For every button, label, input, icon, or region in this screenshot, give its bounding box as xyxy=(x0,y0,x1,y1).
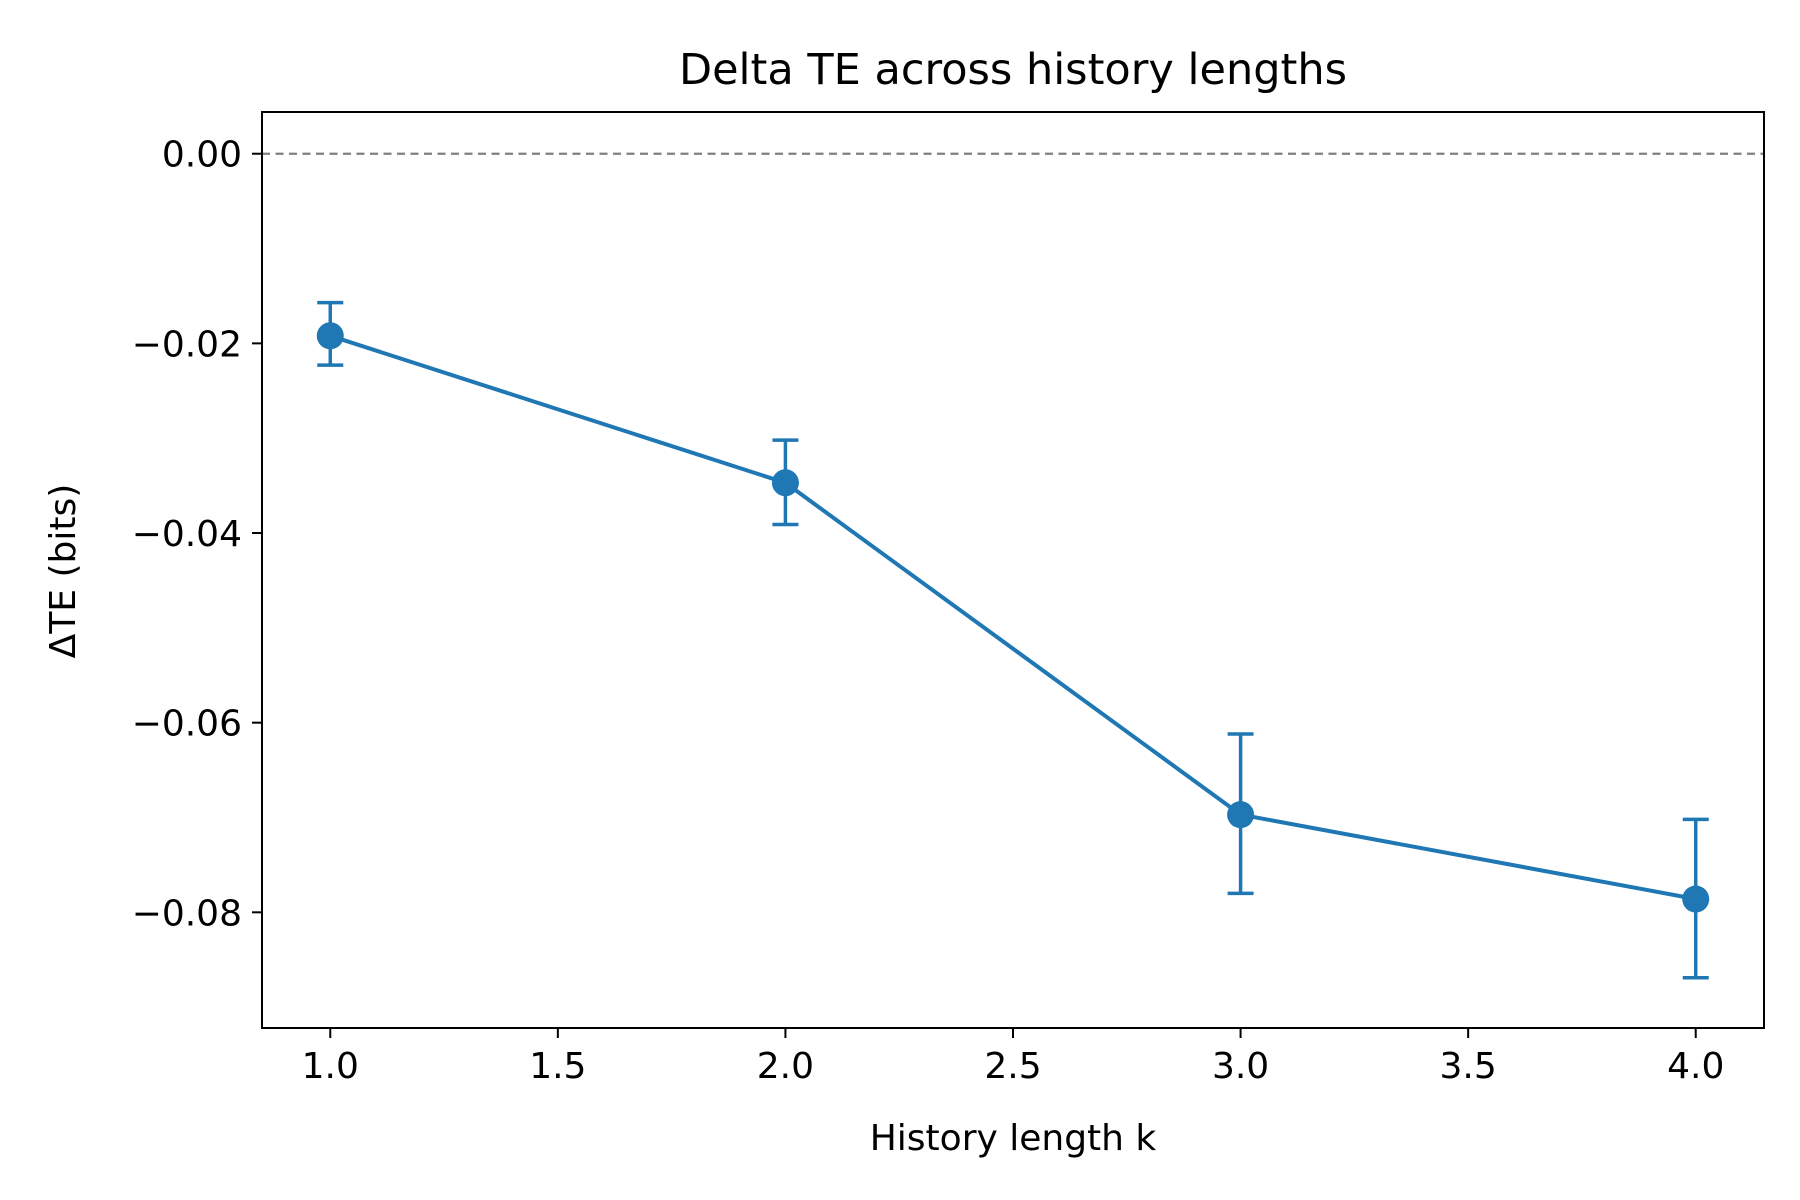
plot-area xyxy=(262,152,1764,980)
x-tick-label: 4.0 xyxy=(1667,1046,1724,1087)
data-point xyxy=(771,469,799,497)
axes: 1.0 1.5 2.0 2.5 3.0 3.5 4.0 0.00 −0.02 −0.04 −0.06… xyxy=(132,111,1765,1087)
series-line xyxy=(327,333,1699,902)
y-tick-label: 0.00 xyxy=(162,135,242,176)
x-tick-label: 3.0 xyxy=(1212,1046,1269,1087)
x-tick-label: 1.5 xyxy=(529,1046,586,1087)
x-axis-label: History length k xyxy=(870,1118,1157,1159)
data-point xyxy=(1227,801,1255,829)
x-tick-label: 2.0 xyxy=(757,1046,814,1087)
x-tick-label: 3.5 xyxy=(1440,1046,1497,1087)
x-tick-label: 2.5 xyxy=(984,1046,1041,1087)
y-tick-label: −0.02 xyxy=(132,324,242,365)
chart-title: Delta TE across history lengths xyxy=(679,45,1347,95)
x-tick-label: 1.0 xyxy=(302,1046,359,1087)
y-tick-label: −0.06 xyxy=(132,704,242,745)
data-point xyxy=(1682,885,1710,913)
y-tick-label: −0.04 xyxy=(132,514,242,555)
y-tick-label: −0.08 xyxy=(132,893,242,934)
data-point xyxy=(316,322,344,350)
y-axis-label: ΔTE (bits) xyxy=(43,484,84,659)
